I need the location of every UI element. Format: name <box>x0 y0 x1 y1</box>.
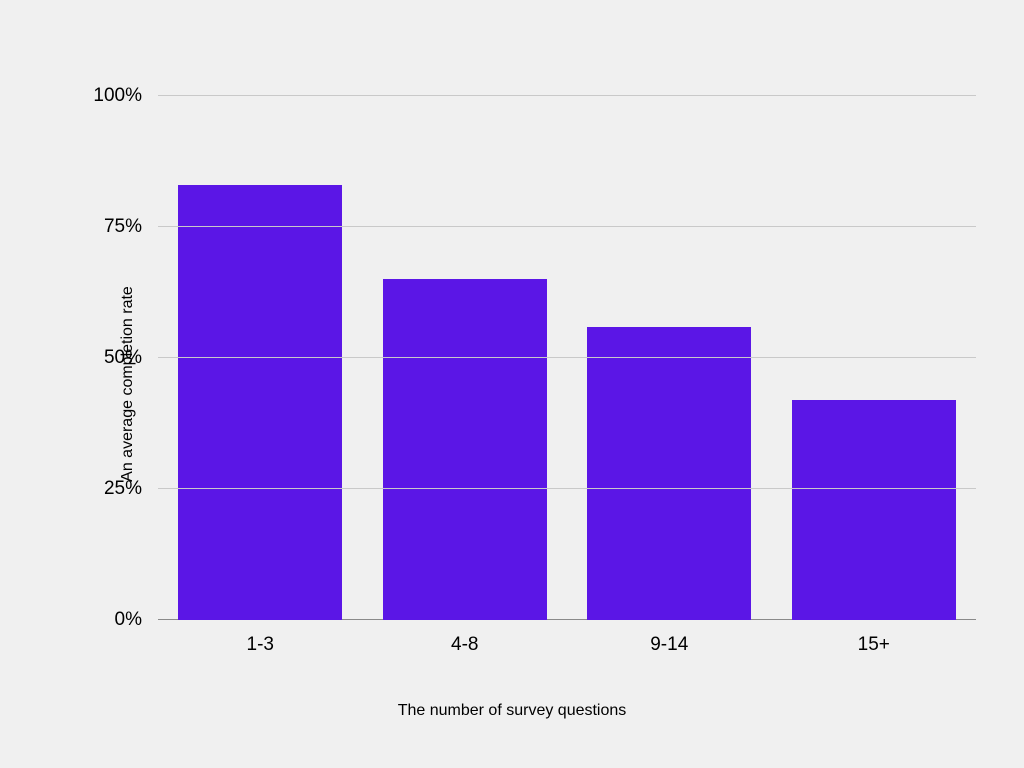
y-axis-label: An average completion rate <box>119 286 137 482</box>
x-tick-label: 1-3 <box>247 634 274 656</box>
x-axis-label: The number of survey questions <box>0 702 1024 720</box>
bar <box>587 327 751 620</box>
y-tick-label: 25% <box>104 478 142 500</box>
grid-line <box>158 226 976 227</box>
bar-slot: 15+ <box>772 96 977 620</box>
chart-container: An average completion rate The number of… <box>0 0 1024 768</box>
bar <box>383 279 547 620</box>
y-tick-label: 75% <box>104 216 142 238</box>
grid-line <box>158 357 976 358</box>
x-tick-label: 9-14 <box>650 634 688 656</box>
x-tick-label: 4-8 <box>451 634 478 656</box>
y-tick-label: 100% <box>93 85 142 107</box>
plot-area: 1-34-89-1415+ 0%25%50%75%100% <box>158 96 976 620</box>
x-tick-label: 15+ <box>858 634 890 656</box>
y-tick-label: 50% <box>104 347 142 369</box>
bar <box>178 185 342 620</box>
bar <box>792 400 956 620</box>
bars-group: 1-34-89-1415+ <box>158 96 976 620</box>
bar-slot: 9-14 <box>567 96 772 620</box>
bar-slot: 4-8 <box>363 96 568 620</box>
y-tick-label: 0% <box>115 609 142 631</box>
grid-line <box>158 488 976 489</box>
bar-slot: 1-3 <box>158 96 363 620</box>
grid-line <box>158 95 976 96</box>
